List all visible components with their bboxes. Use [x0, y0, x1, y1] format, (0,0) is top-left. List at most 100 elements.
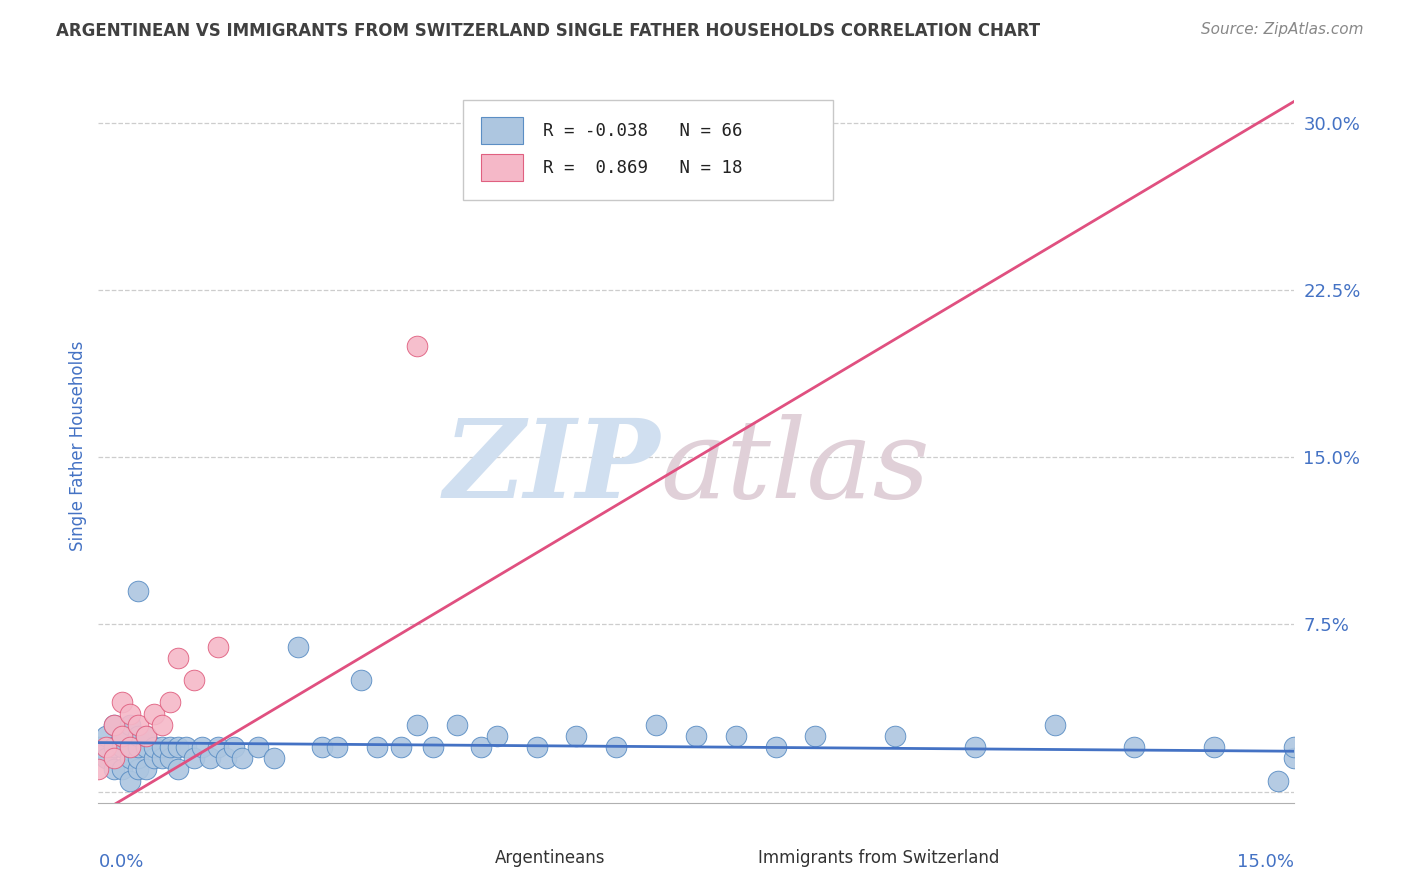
Point: [103, 762, 125, 776]
Point: [111, 762, 134, 776]
Point: [167, 762, 190, 776]
Point: [103, 751, 125, 765]
Point: [120, 717, 142, 731]
Point: [103, 717, 125, 731]
Point: [103, 717, 125, 731]
Point: [311, 740, 333, 755]
Point: [526, 740, 548, 755]
Point: [96, 751, 118, 765]
Point: [159, 740, 181, 755]
Point: [135, 729, 157, 743]
Point: [127, 740, 149, 755]
Point: [326, 740, 349, 755]
Point: [366, 740, 388, 755]
Point: [485, 729, 508, 743]
Text: ZIP: ZIP: [443, 414, 661, 521]
Point: [159, 696, 181, 710]
Point: [87, 740, 110, 755]
Point: [111, 740, 134, 755]
Point: [765, 740, 787, 755]
Point: [127, 751, 149, 765]
Point: [120, 740, 142, 755]
Point: [470, 740, 492, 755]
Point: [645, 717, 668, 731]
Point: [685, 729, 707, 743]
Point: [565, 729, 588, 743]
Point: [135, 729, 157, 743]
Point: [884, 729, 907, 743]
Point: [167, 740, 190, 755]
Text: 15.0%: 15.0%: [1236, 853, 1294, 871]
Point: [350, 673, 373, 687]
Text: R =  0.869   N = 18: R = 0.869 N = 18: [543, 159, 742, 177]
Point: [103, 740, 125, 755]
Point: [143, 751, 166, 765]
Point: [120, 751, 142, 765]
Point: [127, 717, 149, 731]
Point: [263, 751, 285, 765]
Text: Source: ZipAtlas.com: Source: ZipAtlas.com: [1201, 22, 1364, 37]
Point: [207, 640, 229, 654]
Point: [183, 673, 205, 687]
Point: [605, 740, 627, 755]
Point: [135, 740, 157, 755]
Y-axis label: Single Father Households: Single Father Households: [69, 341, 87, 551]
Point: [222, 740, 245, 755]
Text: Immigrants from Switzerland: Immigrants from Switzerland: [758, 849, 1000, 867]
Point: [174, 740, 197, 755]
Point: [143, 740, 166, 755]
Point: [246, 740, 269, 755]
Point: [167, 651, 190, 665]
FancyBboxPatch shape: [463, 100, 834, 200]
Bar: [481, 154, 523, 181]
Point: [150, 717, 173, 731]
Text: R = -0.038   N = 66: R = -0.038 N = 66: [543, 121, 742, 139]
Bar: [457, 846, 484, 874]
Point: [96, 740, 118, 755]
Point: [1043, 717, 1066, 731]
Bar: [481, 117, 523, 145]
Point: [135, 762, 157, 776]
Point: [804, 729, 827, 743]
Point: [207, 740, 229, 755]
Point: [1123, 740, 1146, 755]
Point: [1282, 751, 1305, 765]
Point: [406, 338, 429, 352]
Point: [120, 706, 142, 721]
Point: [215, 751, 238, 765]
Point: [1202, 740, 1225, 755]
Point: [422, 740, 444, 755]
Point: [127, 762, 149, 776]
Point: [287, 640, 309, 654]
Point: [446, 717, 468, 731]
Text: atlas: atlas: [661, 414, 929, 521]
Point: [565, 138, 588, 153]
Text: Argentineans: Argentineans: [495, 849, 606, 867]
Point: [183, 751, 205, 765]
Point: [231, 751, 253, 765]
Point: [87, 762, 110, 776]
Bar: [720, 846, 747, 874]
Point: [191, 740, 214, 755]
Point: [150, 751, 173, 765]
Point: [1282, 740, 1305, 755]
Point: [111, 696, 134, 710]
Point: [111, 729, 134, 743]
Point: [127, 729, 149, 743]
Text: 0.0%: 0.0%: [98, 853, 143, 871]
Point: [724, 729, 747, 743]
Point: [111, 729, 134, 743]
Point: [143, 706, 166, 721]
Point: [406, 717, 429, 731]
Point: [120, 773, 142, 788]
Text: ARGENTINEAN VS IMMIGRANTS FROM SWITZERLAND SINGLE FATHER HOUSEHOLDS CORRELATION : ARGENTINEAN VS IMMIGRANTS FROM SWITZERLA…: [56, 22, 1040, 40]
Point: [198, 751, 221, 765]
Point: [963, 740, 986, 755]
Point: [1267, 773, 1289, 788]
Point: [389, 740, 412, 755]
Point: [150, 740, 173, 755]
Point: [120, 740, 142, 755]
Point: [96, 729, 118, 743]
Point: [127, 583, 149, 598]
Point: [159, 751, 181, 765]
